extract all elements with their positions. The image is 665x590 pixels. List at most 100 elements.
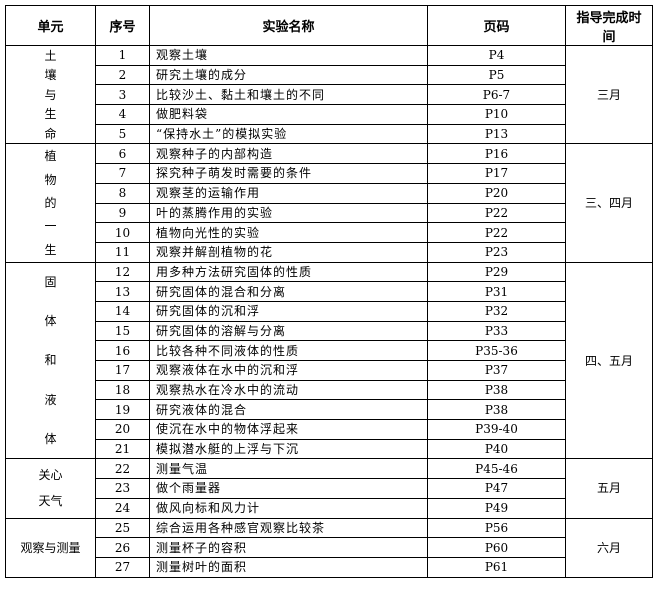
experiment-number: 23 [95, 478, 150, 499]
table-row: 关心 天气 22 测量气温 P45-46 五月 [5, 458, 653, 519]
header-name: 实验名称 [149, 5, 428, 46]
experiment-name: 比较沙土、黏土和壤土的不同 [149, 84, 428, 106]
table-row: 24 做风向标和风力计 P49 [6, 497, 653, 519]
experiment-name: 做肥料袋 [149, 104, 428, 125]
page-number: P31 [427, 281, 566, 302]
header-page: 页码 [427, 5, 566, 46]
unit-cell: 土壤与生命 [5, 44, 96, 145]
unit-name: 固体和液体 [6, 263, 95, 459]
experiment-number: 13 [95, 281, 150, 302]
unit-name-line: 观察与测量 [20, 540, 81, 555]
experiment-name: 做个雨量器 [149, 478, 428, 499]
page-number: P40 [427, 438, 566, 460]
unit-cell: 植物的一生 [5, 143, 96, 263]
experiment-name: 研究固体的溶解与分离 [149, 320, 428, 342]
header-no: 序号 [95, 5, 150, 46]
experiment-name: 做风向标和风力计 [149, 497, 428, 519]
unit-name-line: 和 [44, 353, 57, 368]
table-row: 10 植物向光性的实验 P22 [6, 222, 653, 243]
table-row: 5 “保持水土”的模拟实验 P13 [6, 123, 653, 145]
table-row: 14 研究固体的沉和浮 P32 [6, 300, 653, 322]
experiment-name: 观察液体在水中的沉和浮 [149, 360, 428, 381]
experiment-name: 叶的蒸腾作用的实验 [149, 202, 428, 224]
experiment-name: 观察热水在冷水中的流动 [149, 379, 428, 401]
experiment-number: 12 [95, 261, 150, 283]
page-number: P22 [427, 222, 566, 243]
table-row: 20 使沉在水中的物体浮起来 P39-40 [6, 419, 653, 440]
experiment-name: 比较各种不同液体的性质 [149, 340, 428, 361]
page-number: P33 [427, 320, 566, 342]
experiment-name: 模拟潜水艇的上浮与下沉 [149, 438, 428, 460]
table-row: 8 观察茎的运输作用 P20 [6, 182, 653, 204]
unit-name-line: 土 [44, 48, 57, 63]
page-number: P4 [427, 45, 566, 66]
header-unit: 单元 [5, 5, 96, 46]
page-number: P49 [427, 497, 566, 519]
experiment-number: 1 [95, 45, 150, 66]
unit-name: 植物的一生 [6, 144, 95, 261]
unit-cell: 关心 天气 [5, 458, 96, 519]
unit-name-line: 液 [44, 392, 57, 407]
experiment-name: 研究固体的混合和分离 [149, 281, 428, 302]
table-row: 9 叶的蒸腾作用的实验 P22 [6, 202, 653, 224]
unit-name-line: 命 [44, 126, 57, 141]
completion-month: 五月 [565, 458, 653, 519]
experiment-number: 22 [95, 458, 150, 480]
page-number: P5 [427, 64, 566, 86]
experiment-name: 用多种方法研究固体的性质 [149, 261, 428, 283]
table-row: 11 观察并解剖植物的花 P23 [6, 241, 653, 263]
completion-month: 三、四月 [565, 143, 653, 263]
unit-name-line: 一 [44, 219, 57, 234]
experiment-number: 19 [95, 399, 150, 421]
page-number: P22 [427, 202, 566, 224]
page-number: P47 [427, 478, 566, 499]
page-number: P10 [427, 104, 566, 125]
experiment-name: 研究液体的混合 [149, 399, 428, 421]
table-row: 16 比较各种不同液体的性质 P35-36 [6, 340, 653, 361]
experiment-name: “保持水土”的模拟实验 [149, 123, 428, 145]
experiment-name: 探究种子萌发时需要的条件 [149, 163, 428, 184]
page-number: P60 [427, 537, 566, 558]
experiment-name: 使沉在水中的物体浮起来 [149, 419, 428, 440]
page-number: P56 [427, 517, 566, 539]
table-body: 土壤与生命 1 观察土壤 P4 三月 2 研究土壤的成分 P5 3 比较沙土、黏土和壤土的不同 P6… [5, 44, 653, 578]
experiment-schedule-table: 单元 序号 实验名称 页码 指导完成时间 土壤与生命 1 观察土壤 P4 三月 2 研究土壤… [5, 5, 653, 578]
unit-name-line: 生 [44, 107, 57, 122]
experiment-number: 26 [95, 537, 150, 558]
table-row: 26 测量杯子的容积 P60 [6, 537, 653, 558]
unit-name-line: 物 [44, 172, 57, 187]
experiment-number: 9 [95, 202, 150, 224]
table-row: 19 研究液体的混合 P38 [6, 399, 653, 421]
experiment-name: 观察茎的运输作用 [149, 182, 428, 204]
unit-name-line: 天气 [38, 494, 63, 509]
table-row: 23 做个雨量器 P47 [6, 478, 653, 499]
table-row: 18 观察热水在冷水中的流动 P38 [6, 379, 653, 401]
table-row: 7 探究种子萌发时需要的条件 P17 [6, 163, 653, 184]
unit-name-line: 壤 [44, 68, 57, 83]
page-number: P20 [427, 182, 566, 204]
experiment-name: 测量杯子的容积 [149, 537, 428, 558]
table-row: 观察与测量 25 综合运用各种感官观察比较茶 P56 六月 [5, 517, 653, 578]
experiment-number: 6 [95, 143, 150, 165]
experiment-number: 8 [95, 182, 150, 204]
page-number: P23 [427, 241, 566, 263]
table-row: 3 比较沙土、黏土和壤土的不同 P6-7 [6, 84, 653, 106]
unit-name-line: 生 [44, 242, 57, 257]
table-row: 2 研究土壤的成分 P5 [6, 64, 653, 86]
table-row: 土壤与生命 1 观察土壤 P4 三月 [5, 44, 653, 145]
completion-month: 四、五月 [565, 261, 653, 460]
experiment-number: 21 [95, 438, 150, 460]
experiment-number: 2 [95, 64, 150, 86]
experiment-number: 20 [95, 419, 150, 440]
table-row: 4 做肥料袋 P10 [6, 104, 653, 125]
experiment-number: 27 [95, 556, 150, 578]
table-row: 固体和液体 12 用多种方法研究固体的性质 P29 四、五月 [5, 261, 653, 460]
page-number: P38 [427, 399, 566, 421]
page-number: P17 [427, 163, 566, 184]
table-row: 21 模拟潜水艇的上浮与下沉 P40 [6, 438, 653, 460]
unit-name-line: 与 [44, 87, 57, 102]
experiment-number: 10 [95, 222, 150, 243]
table-row: 13 研究固体的混合和分离 P31 [6, 281, 653, 302]
experiment-name: 测量气温 [149, 458, 428, 480]
experiment-name: 植物向光性的实验 [149, 222, 428, 243]
